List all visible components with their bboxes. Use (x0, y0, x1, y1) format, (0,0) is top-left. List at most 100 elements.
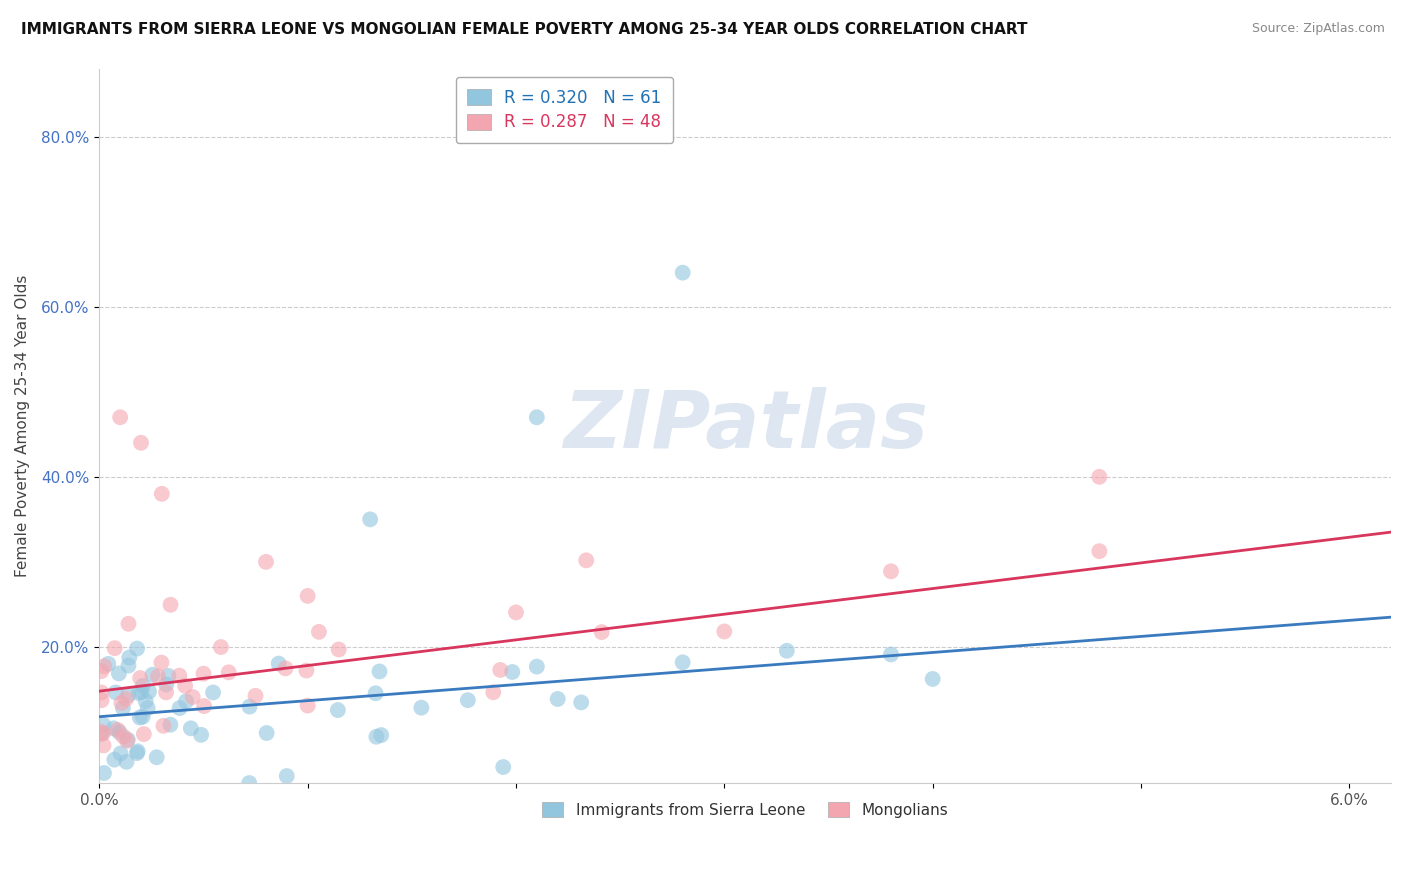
Point (93, 739, 115, 753)
Point (713, 624, 735, 639)
Point (297, 589, 319, 603)
Point (141, 667, 163, 681)
Legend: Immigrants from Sierra Leone, Mongolians: Immigrants from Sierra Leone, Mongolians (534, 795, 956, 825)
Point (90, 727, 112, 741)
Point (256, 726, 278, 740)
Point (174, 694, 197, 708)
Point (218, 665, 240, 680)
Point (1088, 470, 1111, 484)
Point (370, 728, 392, 742)
Point (128, 710, 150, 724)
Point (90, 685, 112, 699)
Point (108, 410, 131, 425)
Point (308, 624, 330, 639)
Point (190, 728, 212, 742)
Point (93, 659, 115, 673)
Point (238, 699, 260, 714)
Point (193, 699, 215, 714)
Point (157, 669, 180, 683)
Point (103, 753, 125, 767)
Point (492, 760, 515, 774)
Point (359, 512, 381, 526)
Point (135, 694, 157, 708)
Point (129, 435, 152, 450)
Point (125, 641, 148, 656)
Point (238, 776, 260, 790)
Point (547, 692, 569, 706)
Point (150, 487, 173, 501)
Point (159, 717, 181, 731)
Point (364, 686, 387, 700)
Point (132, 679, 155, 693)
Point (108, 725, 131, 739)
Point (104, 641, 127, 656)
Point (174, 679, 197, 693)
Point (93, 766, 115, 780)
Point (457, 693, 479, 707)
Y-axis label: Female Poverty Among 25-34 Year Olds: Female Poverty Among 25-34 Year Olds (15, 275, 30, 577)
Point (526, 659, 548, 673)
Point (297, 698, 319, 713)
Point (193, 666, 215, 681)
Point (104, 685, 127, 699)
Point (110, 696, 132, 710)
Point (276, 769, 298, 783)
Point (127, 744, 149, 758)
Point (1088, 544, 1111, 558)
Point (245, 689, 267, 703)
Point (274, 661, 297, 675)
Point (112, 730, 135, 744)
Point (93, 718, 115, 732)
Point (202, 685, 225, 699)
Point (117, 616, 139, 631)
Point (118, 650, 141, 665)
Point (117, 688, 139, 702)
Text: ZIPatlas: ZIPatlas (562, 387, 928, 465)
Point (501, 665, 523, 679)
Point (411, 700, 433, 714)
Point (155, 685, 177, 699)
Point (254, 555, 277, 569)
Point (328, 642, 350, 657)
Point (482, 685, 505, 699)
Point (368, 665, 391, 679)
Point (776, 644, 799, 658)
Point (180, 721, 202, 735)
Point (132, 727, 155, 741)
Point (97, 657, 120, 671)
Point (90, 724, 112, 739)
Point (131, 685, 153, 699)
Point (146, 669, 169, 683)
Point (672, 656, 695, 670)
Point (117, 732, 139, 747)
Point (152, 719, 174, 733)
Point (90, 664, 112, 678)
Point (209, 640, 232, 654)
Point (672, 266, 695, 280)
Point (526, 410, 548, 425)
Point (295, 664, 318, 678)
Text: Source: ZipAtlas.com: Source: ZipAtlas.com (1251, 22, 1385, 36)
Point (569, 695, 592, 709)
Point (181, 690, 204, 704)
Point (150, 656, 173, 670)
Point (107, 723, 129, 737)
Point (115, 755, 138, 769)
Point (131, 710, 153, 724)
Point (136, 701, 159, 715)
Point (155, 677, 177, 691)
Point (115, 733, 138, 747)
Point (505, 606, 527, 620)
Point (169, 701, 191, 715)
Point (108, 666, 131, 681)
Point (117, 658, 139, 673)
Point (90, 693, 112, 707)
Point (128, 686, 150, 700)
Point (267, 657, 290, 671)
Point (91, 726, 114, 740)
Text: IMMIGRANTS FROM SIERRA LEONE VS MONGOLIAN FEMALE POVERTY AMONG 25-34 YEAR OLDS C: IMMIGRANTS FROM SIERRA LEONE VS MONGOLIA… (21, 22, 1028, 37)
Point (138, 684, 160, 698)
Point (880, 564, 903, 578)
Point (489, 663, 512, 677)
Point (111, 701, 134, 715)
